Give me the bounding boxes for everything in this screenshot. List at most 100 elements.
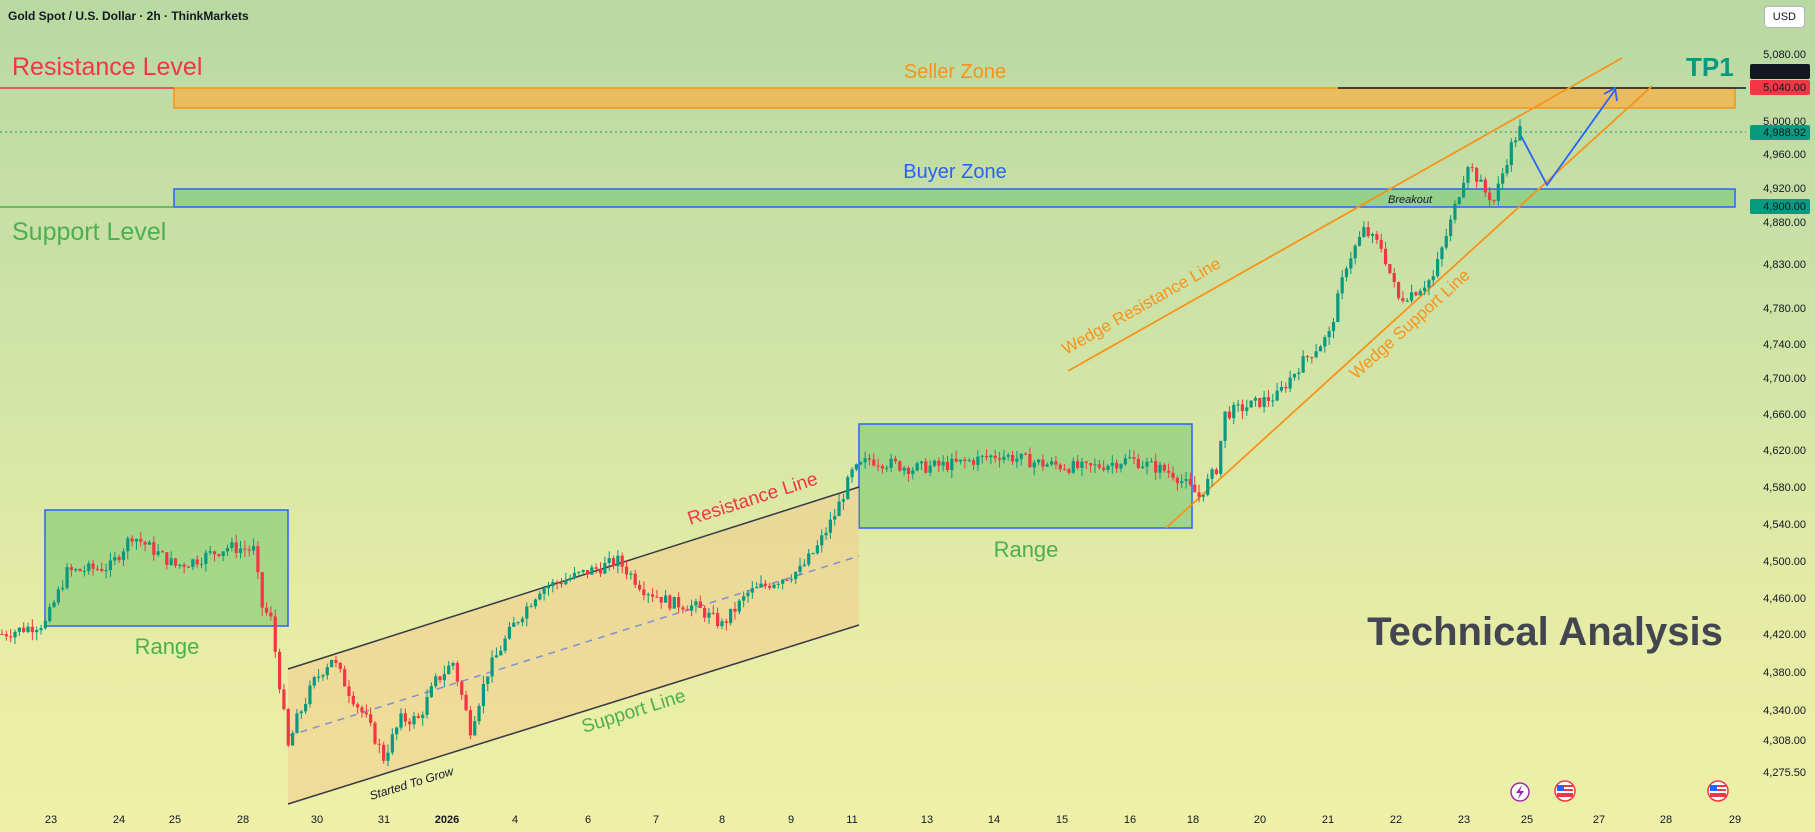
- candle-up: [1466, 167, 1470, 183]
- candle-up: [56, 589, 60, 603]
- candle-down: [681, 607, 685, 610]
- candle-up: [390, 734, 394, 753]
- candle-down: [1383, 248, 1388, 265]
- candle-down: [100, 568, 104, 572]
- price-tag-red: 5,040.00: [1750, 80, 1810, 95]
- candle-up: [1262, 397, 1266, 407]
- price-tick-label: 4,700.00: [1763, 373, 1806, 385]
- price-tick-label: 4,830.00: [1763, 259, 1806, 271]
- candle-down: [924, 461, 928, 473]
- candle-up: [447, 665, 451, 675]
- candle-up: [841, 499, 846, 502]
- candle-up: [755, 586, 759, 589]
- candle-up: [1479, 179, 1483, 182]
- candle-down: [403, 713, 407, 722]
- candle-up: [39, 628, 43, 631]
- candle-up: [1453, 203, 1457, 220]
- candle-up: [1370, 234, 1375, 236]
- wedge-support-line: [1165, 85, 1653, 529]
- candle-down: [1063, 469, 1067, 471]
- candle-up: [304, 704, 308, 712]
- lightning-event-icon[interactable]: [1510, 782, 1530, 802]
- candle-up: [1344, 268, 1349, 278]
- candle-up: [672, 596, 676, 609]
- candle-up: [299, 711, 303, 714]
- candle-up: [807, 553, 811, 565]
- candle-up: [1071, 461, 1075, 473]
- candle-up: [1271, 400, 1275, 402]
- candle-down: [1240, 404, 1245, 412]
- candle-up: [412, 716, 416, 725]
- us-flag-event-icon[interactable]: [1554, 780, 1576, 802]
- breakout-label: Breakout: [1388, 194, 1433, 206]
- us-flag-event-icon-2[interactable]: [1707, 780, 1729, 802]
- candle-up: [1449, 219, 1453, 237]
- candle-up: [451, 662, 455, 666]
- candle-up: [542, 588, 546, 594]
- candle-up: [568, 578, 572, 581]
- candle-up: [538, 593, 542, 600]
- candle-up: [1501, 173, 1505, 184]
- candle-down: [1115, 462, 1119, 469]
- candle-up: [980, 455, 984, 457]
- candle-down: [95, 568, 100, 570]
- candle-up: [1422, 287, 1427, 291]
- candle-down: [650, 594, 655, 597]
- candle-up: [1093, 464, 1097, 466]
- candle-up: [1128, 457, 1132, 459]
- time-tick-label: 23: [1458, 814, 1470, 826]
- candle-up: [1006, 454, 1010, 457]
- candle-down: [91, 563, 95, 569]
- candle-down: [1475, 167, 1479, 182]
- time-tick-label: 4: [512, 814, 518, 826]
- channel-midline: [287, 555, 860, 737]
- candle-down: [139, 538, 143, 542]
- candle-up: [65, 567, 69, 588]
- candle-up: [663, 595, 668, 603]
- candle-down: [993, 455, 997, 459]
- candle-up: [429, 686, 433, 698]
- candle-up: [204, 552, 208, 564]
- candle-down: [1396, 281, 1401, 299]
- candle-up: [551, 581, 555, 587]
- candle-up: [820, 535, 824, 546]
- candle-up: [1232, 404, 1236, 419]
- candle-up: [1318, 346, 1323, 352]
- candle-up: [317, 676, 321, 678]
- candle-down: [438, 676, 442, 681]
- candle-up: [1245, 407, 1249, 412]
- candle-down: [1375, 234, 1379, 240]
- buyer-zone-box: [173, 188, 1736, 208]
- candle-up: [729, 608, 733, 623]
- price-axis[interactable]: 5,080.005,000.004,960.004,920.004,880.00…: [1763, 49, 1806, 779]
- candle-up: [490, 657, 494, 677]
- candle-down: [876, 465, 880, 467]
- candle-down: [676, 596, 681, 608]
- candle-down: [0, 634, 4, 635]
- candle-down: [642, 589, 646, 596]
- candle-down: [1284, 386, 1288, 389]
- candle-down: [186, 566, 191, 568]
- candle-down: [698, 601, 702, 608]
- candle-up: [1509, 142, 1513, 166]
- candle-up: [199, 563, 204, 565]
- candle-down: [243, 548, 247, 550]
- currency-button[interactable]: USD: [1763, 6, 1805, 28]
- candle-up: [290, 733, 295, 746]
- candle-up: [156, 551, 160, 555]
- tp1-label: TP1: [1686, 52, 1734, 82]
- candle-up: [1036, 459, 1041, 463]
- candle-up: [854, 464, 859, 470]
- candle-down: [1401, 298, 1405, 301]
- candle-up: [564, 580, 568, 585]
- candle-up: [1049, 461, 1054, 465]
- time-axis[interactable]: 23 24 25 28 30 31 2026 4 6 7 8 9 11 13 14 15 16 18 20 21 22 2…: [45, 814, 1741, 826]
- candle-up: [1219, 440, 1223, 475]
- candle-up: [312, 677, 316, 686]
- candle-up: [1435, 259, 1440, 277]
- candle-up: [1357, 236, 1362, 246]
- candle-up: [178, 564, 182, 566]
- candle-down: [1197, 492, 1201, 497]
- candle-down: [1414, 292, 1418, 296]
